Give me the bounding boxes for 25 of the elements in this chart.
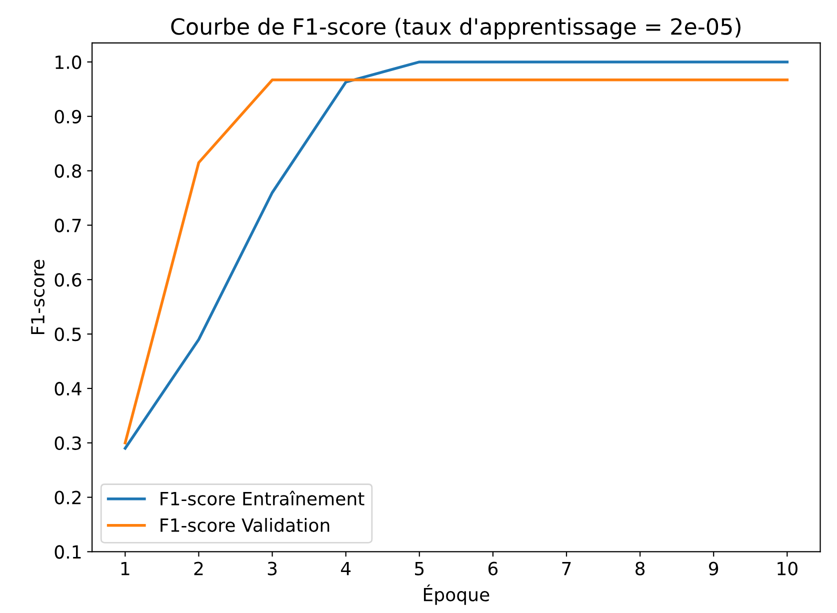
y-tick-label: 0.9	[54, 110, 82, 124]
legend-label: F1-score Validation	[160, 518, 330, 532]
x-tick-label: 7	[562, 562, 571, 576]
x-tick-label: 1	[121, 562, 130, 576]
y-tick-label: 0.3	[54, 436, 81, 450]
y-tick-label: 0.1	[54, 545, 81, 559]
x-axis-title: Époque	[424, 584, 490, 605]
x-tick-label: 5	[415, 562, 424, 576]
y-axis-title: F1-score	[31, 260, 45, 334]
x-tick-label: 4	[340, 562, 351, 576]
y-tick-label: 0.7	[54, 218, 81, 232]
x-tick-label: 8	[636, 562, 645, 576]
y-tick-label: 0.4	[54, 382, 82, 396]
y-tick-label: 0.5	[54, 327, 81, 342]
x-tick-label: 9	[709, 562, 718, 576]
x-tick-label: 2	[194, 562, 203, 576]
y-tick-label: 1.0	[56, 55, 82, 70]
chart-title: Courbe de F1-score (taux d'apprentissage = 2e-05)	[171, 18, 740, 40]
x-tick-label: 6	[488, 562, 498, 576]
y-tick-label: 0.6	[54, 273, 82, 287]
y-tick-label: 0.8	[54, 164, 82, 178]
x-tick-label: 10	[778, 562, 798, 576]
x-tick-label: 3	[268, 562, 277, 576]
y-tick-label: 0.2	[54, 490, 81, 504]
legend-label: F1-score Entraînement	[160, 490, 364, 506]
